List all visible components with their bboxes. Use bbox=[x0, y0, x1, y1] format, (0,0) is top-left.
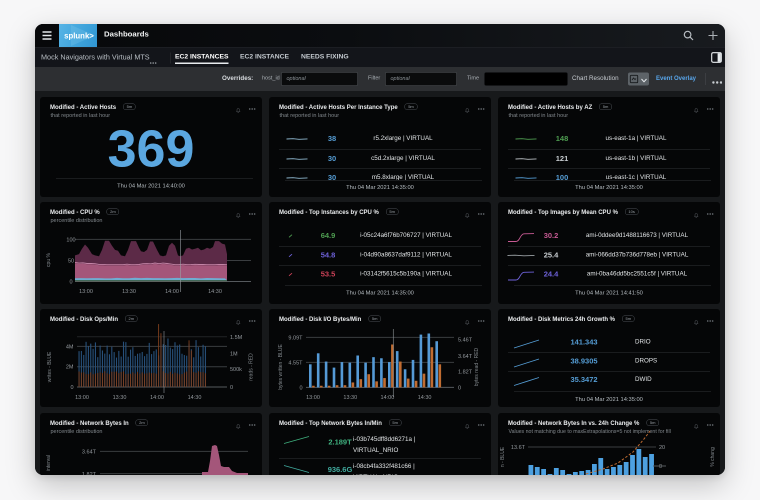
svg-text:cpu %: cpu % bbox=[46, 253, 52, 267]
svg-text:50: 50 bbox=[68, 259, 74, 265]
svg-text:14:00: 14:00 bbox=[165, 289, 179, 295]
svg-text:13:30: 13:30 bbox=[343, 395, 357, 401]
svg-text:0: 0 bbox=[299, 385, 302, 391]
svg-text:1.5M: 1.5M bbox=[230, 335, 243, 341]
svg-text:% chang: % chang bbox=[710, 447, 716, 467]
svg-text:14:30: 14:30 bbox=[208, 289, 222, 295]
svg-text:1M: 1M bbox=[230, 352, 238, 358]
svg-text:4M: 4M bbox=[66, 344, 74, 350]
svg-text:0: 0 bbox=[230, 385, 233, 391]
svg-text:bytes read - RED: bytes read - RED bbox=[474, 347, 480, 386]
svg-text:writes - BLUE: writes - BLUE bbox=[47, 351, 53, 382]
svg-text:9.09T: 9.09T bbox=[288, 335, 303, 341]
svg-text:0: 0 bbox=[69, 280, 72, 286]
svg-text:bytes written - BLUE: bytes written - BLUE bbox=[278, 344, 284, 390]
svg-text:13:00: 13:00 bbox=[79, 289, 93, 295]
svg-text:1.82T: 1.82T bbox=[82, 472, 97, 475]
svg-text:reads - RED: reads - RED bbox=[249, 353, 255, 381]
svg-text:13:00: 13:00 bbox=[306, 395, 320, 401]
svg-text:3.64T: 3.64T bbox=[458, 354, 473, 360]
svg-text:1.82T: 1.82T bbox=[458, 370, 473, 376]
svg-text:2M: 2M bbox=[66, 365, 74, 371]
svg-text:14:30: 14:30 bbox=[188, 395, 202, 401]
svg-text:13:30: 13:30 bbox=[113, 395, 127, 401]
svg-text:100: 100 bbox=[66, 237, 75, 243]
svg-text:14:30: 14:30 bbox=[418, 395, 432, 401]
svg-text:splunk>: splunk> bbox=[64, 32, 94, 41]
svg-text:interval: interval bbox=[46, 455, 52, 471]
svg-text:3.64T: 3.64T bbox=[82, 450, 97, 456]
svg-text:13:30: 13:30 bbox=[122, 289, 136, 295]
svg-text:0: 0 bbox=[458, 385, 461, 391]
svg-text:13:00: 13:00 bbox=[75, 395, 89, 401]
svg-text:0: 0 bbox=[659, 464, 662, 470]
svg-text:500k: 500k bbox=[230, 367, 242, 373]
svg-text:0: 0 bbox=[70, 385, 73, 391]
svg-text:4.55T: 4.55T bbox=[288, 360, 303, 366]
svg-text:20: 20 bbox=[659, 445, 665, 451]
svg-text:14:00: 14:00 bbox=[381, 395, 395, 401]
svg-text:n - BLUE: n - BLUE bbox=[500, 446, 506, 467]
svg-text:5.46T: 5.46T bbox=[458, 337, 473, 343]
svg-text:14:00: 14:00 bbox=[150, 395, 164, 401]
svg-text:13.6T: 13.6T bbox=[511, 445, 526, 451]
